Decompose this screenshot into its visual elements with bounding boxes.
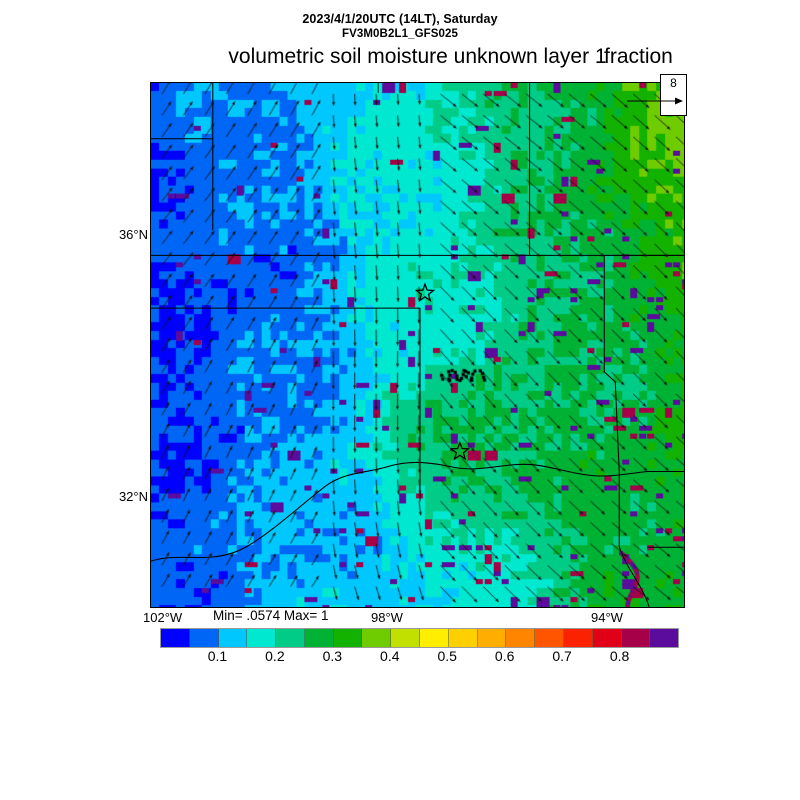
wind-vector-arrows [151,83,684,607]
colorbar-tick: 0.4 [380,648,400,664]
colorbar-segment [420,629,449,647]
colorbar-segment [592,629,622,647]
colorbar-segment [391,629,421,647]
lon-label-98w: 98°W [371,610,403,625]
colorbar-segment [161,629,190,647]
lon-label-94w: 94°W [591,610,623,625]
wind-reference-key: 8 [627,74,687,116]
colorbar-segment [304,629,334,647]
colorbar-segment [650,629,679,647]
colorbar-tick: 0.3 [322,648,343,664]
colorbar-tick: 0.2 [265,648,285,664]
colorbar-segment [477,629,507,647]
colorbar-segment [506,629,536,647]
colorbar-tick: 0.8 [609,648,630,664]
colorbar-segment [448,629,478,647]
colorbar-segment [247,629,277,647]
colorbar-segment [218,629,248,647]
colorbar-tick: 0.7 [552,648,572,664]
colorbar-segment [189,629,219,647]
colorbar-tick: 0.5 [437,648,457,664]
lon-label-102w: 102°W [143,610,183,625]
colorbar-tick: 0.1 [207,648,228,664]
colorbar-tick: 0.6 [494,648,515,664]
wind-key-value: 8 [670,76,677,90]
units-label: fraction [604,45,673,68]
wind-arrow-icon [627,97,683,105]
colorbar-segment [333,629,363,647]
colorbar-segment [563,629,593,647]
page-title: volumetric soil moisture unknown layer 1 [228,45,607,68]
lat-label-32n: 32°N [118,489,148,504]
min-max-annotation: Min= .0574 Max= 1 [213,608,329,623]
timestamp-title: 2023/4/1/20UTC (14LT), Saturday [302,12,498,26]
colorbar-segment [621,629,651,647]
colorbar-tick-labels: 0.1 0.2 0.3 0.4 0.5 0.6 0.7 0.8 [160,648,677,668]
colorbar-segment [276,629,305,647]
colorbar-segment [535,629,564,647]
lat-label-36n: 36°N [118,227,148,242]
colorbar-segment [362,629,392,647]
model-title: FV3M0B2L1_GFS025 [341,28,458,40]
colorbar[interactable] [160,628,679,648]
map-plot-area[interactable] [150,82,685,608]
